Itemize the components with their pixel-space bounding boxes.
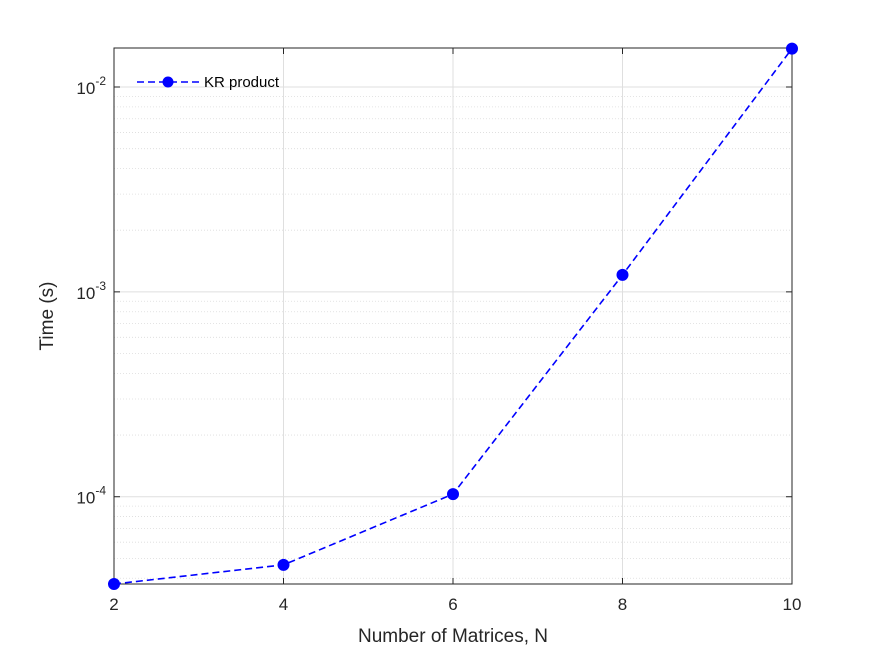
- legend-marker: [162, 76, 174, 88]
- y-axis: 10-4 10-3 10-2: [76, 74, 792, 508]
- data-point: [108, 578, 120, 590]
- y-tick-label: 10-4: [76, 484, 106, 508]
- y-axis-title: Time (s): [37, 282, 58, 351]
- x-tick-label: 4: [279, 595, 288, 614]
- x-axis-title: Number of Matrices, N: [358, 626, 548, 647]
- data-point: [616, 268, 629, 281]
- x-tick-label: 2: [109, 595, 118, 614]
- grid: [114, 48, 792, 584]
- y-tick-label: 10-3: [76, 279, 106, 303]
- data-point: [277, 558, 290, 571]
- y-tick-label: 10-2: [76, 74, 106, 98]
- data-point: [447, 488, 459, 501]
- x-tick-label: 8: [618, 595, 627, 614]
- data-point: [786, 42, 798, 55]
- series-layer: [108, 42, 798, 590]
- legend: KR product: [137, 74, 280, 91]
- x-tick-label: 6: [448, 595, 457, 614]
- legend-label: KR product: [204, 74, 280, 91]
- x-tick-label: 10: [783, 595, 802, 614]
